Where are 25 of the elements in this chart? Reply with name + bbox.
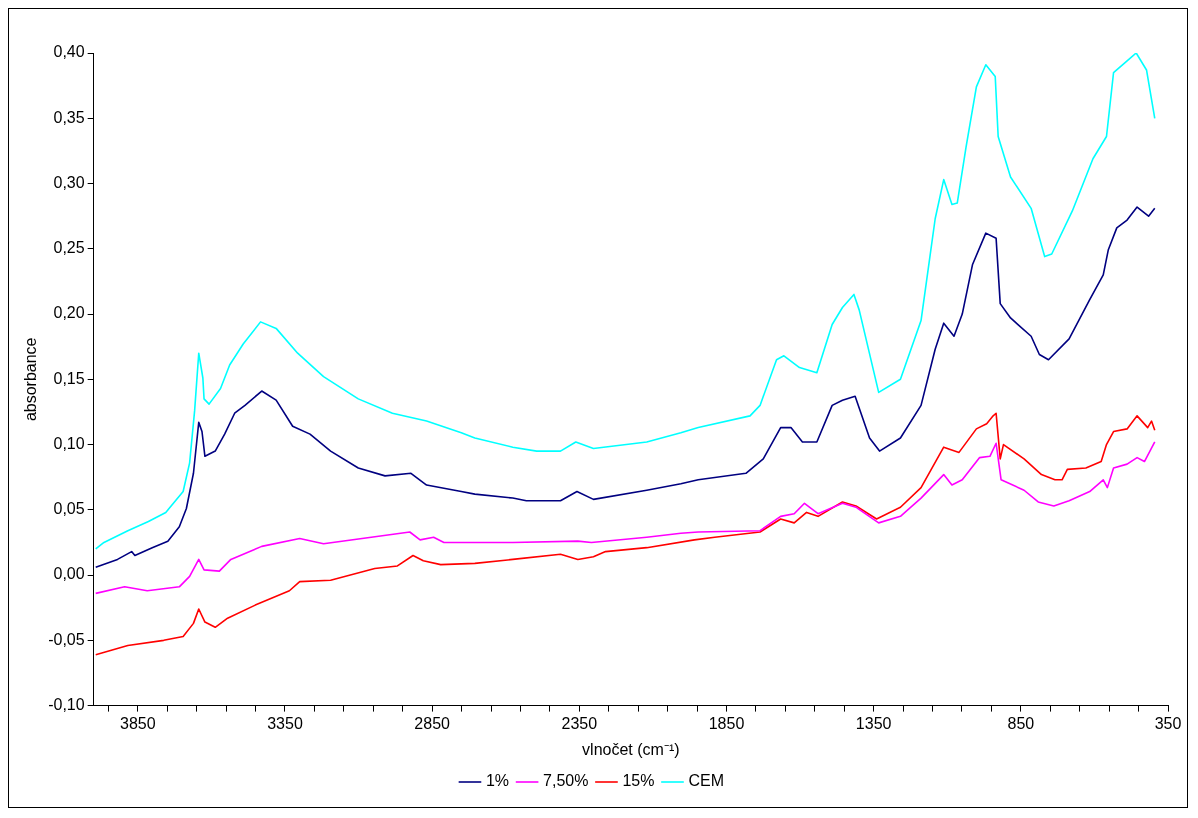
x-tick-label: 3350 [267, 714, 303, 732]
x-tick-label: 350 [1154, 714, 1182, 732]
y-tick-label: 0,35 [53, 108, 85, 126]
y-tick-label: 0,20 [53, 304, 85, 322]
legend-label: 7,50% [543, 772, 589, 790]
y-tick-label: -0,10 [48, 696, 85, 714]
legend-label: CEM [688, 772, 725, 790]
legend-label: 15% [622, 772, 655, 790]
x-tick-label: 2350 [561, 714, 598, 732]
legend-label: 1% [485, 772, 510, 790]
x-tick-label: 1850 [708, 714, 745, 732]
x-tick-label: 2850 [414, 714, 451, 732]
y-tick-label: 0,30 [53, 173, 85, 191]
y-tick-label: 0,10 [53, 434, 85, 452]
x-tick-label: 3850 [120, 714, 156, 732]
x-axis-title: vlnočet (cm⁻¹) [582, 740, 680, 758]
y-tick-label: -0,05 [48, 630, 85, 648]
y-tick-label: 0,40 [53, 43, 85, 61]
x-tick-label: 850 [1007, 714, 1035, 732]
y-tick-label: 0,00 [53, 565, 85, 583]
y-tick-label: 0,25 [53, 239, 85, 257]
y-tick-label: 0,15 [53, 369, 85, 387]
x-tick-label: 1350 [855, 714, 892, 732]
y-tick-label: 0,05 [53, 500, 85, 518]
y-axis-title: absorbance [22, 337, 40, 422]
